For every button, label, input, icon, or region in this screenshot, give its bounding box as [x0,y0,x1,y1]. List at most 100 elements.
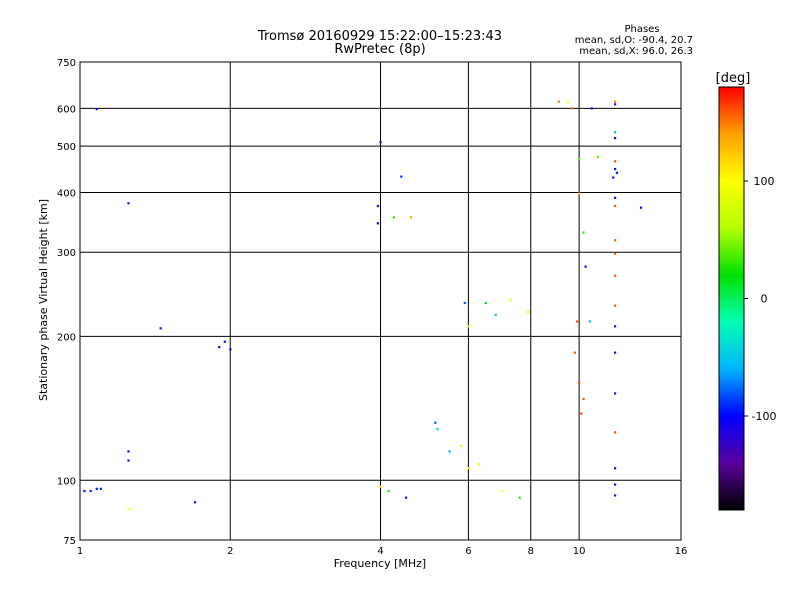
stats-line-o: mean, sd,O: -90.4, 20.7 [575,35,693,46]
data-point [613,431,617,434]
data-point [127,450,130,453]
data-point [613,274,617,277]
data-point [99,487,102,490]
data-point [613,304,617,307]
data-point [557,100,560,103]
data-point [405,496,408,499]
chart-subtitle: RwPretec (8p) [334,42,425,57]
y-axis-label: Stationary phase Virtual Height [km] [37,199,50,401]
chart-title: Tromsø 20160929 15:22:00–15:23:43 [257,29,502,44]
colorbar-ticks: 100 0 -100 [744,175,776,423]
data-point [467,325,470,328]
data-point [612,176,615,179]
data-point [613,204,617,208]
colorbar-tick-label: 0 [761,293,768,306]
gridlines [80,62,681,540]
data-point [509,299,513,302]
data-point [436,428,439,431]
colorbar-label: [deg] [716,71,751,86]
x-tick-label: 6 [465,546,471,557]
y-tick-label: 75 [63,536,76,547]
data-point [159,327,162,330]
data-point [615,171,619,174]
data-point [613,160,617,163]
data-point [392,216,395,219]
stats-line-x: mean, sd,X: 96.0, 26.3 [579,46,693,57]
y-tick-label: 300 [57,248,76,259]
data-point [467,467,470,470]
data-point [613,167,617,171]
data-point [582,231,585,234]
data-point [613,483,617,486]
y-tick-label: 600 [57,104,76,115]
data-point [518,496,521,499]
y-tick-label: 100 [57,476,76,487]
data-point [379,141,382,144]
data-point [613,103,617,106]
data-point [400,175,403,178]
data-point [573,351,576,354]
data-point [83,489,86,493]
data-point [567,101,570,104]
data-point [613,131,617,134]
data-point [613,137,617,140]
data-point [613,239,617,242]
data-point [379,485,382,488]
data-point [460,444,463,448]
data-point [588,320,591,323]
data-point [613,467,617,470]
data-point [571,107,574,110]
x-tick-label: 4 [377,546,383,557]
colorbar-gradient [718,86,745,511]
x-tick-label: 2 [227,546,233,557]
data-point [127,202,130,205]
data-point [434,421,437,424]
data-point [613,392,617,395]
data-point [582,397,585,401]
data-points [83,100,643,511]
data-point [575,320,579,323]
data-point [613,351,617,354]
data-point [95,487,98,490]
data-point [596,155,599,159]
data-point [613,252,617,255]
y-tick-labels: 75 100 200 300 400 500 600 750 [57,58,76,547]
data-point [376,204,379,208]
data-point [229,348,232,351]
colorbar-tick-label: 100 [754,175,775,188]
data-point [613,325,617,328]
x-tick-label: 16 [675,546,688,557]
data-point [578,381,581,384]
x-axis-label: Frequency [MHz] [334,557,426,570]
data-point [494,313,497,316]
y-tick-label: 400 [57,188,76,199]
data-point [639,206,643,209]
data-point [477,463,481,466]
data-point [387,489,390,493]
data-point [578,158,581,161]
data-point [580,412,583,415]
data-point [584,265,587,268]
x-tick-label: 1 [77,546,83,557]
data-point [527,310,530,314]
x-tick-labels: 1 2 4 6 8 10 16 [77,546,688,557]
data-point [613,494,617,497]
data-point [578,192,581,195]
y-tick-label: 500 [57,142,76,153]
x-tick-label: 8 [528,546,534,557]
data-point [194,501,197,504]
data-point [484,301,487,305]
data-point [409,216,412,219]
x-tick-label: 10 [573,546,586,557]
stats-heading: Phases [624,24,659,35]
data-point [89,489,92,493]
data-point [448,450,451,453]
y-tick-label: 750 [57,58,76,69]
y-tick-label: 200 [57,332,76,343]
data-point [463,301,466,305]
data-point [590,107,593,110]
plot-area [79,61,682,541]
data-point [218,346,221,349]
colorbar-tick-label: -100 [752,410,777,423]
